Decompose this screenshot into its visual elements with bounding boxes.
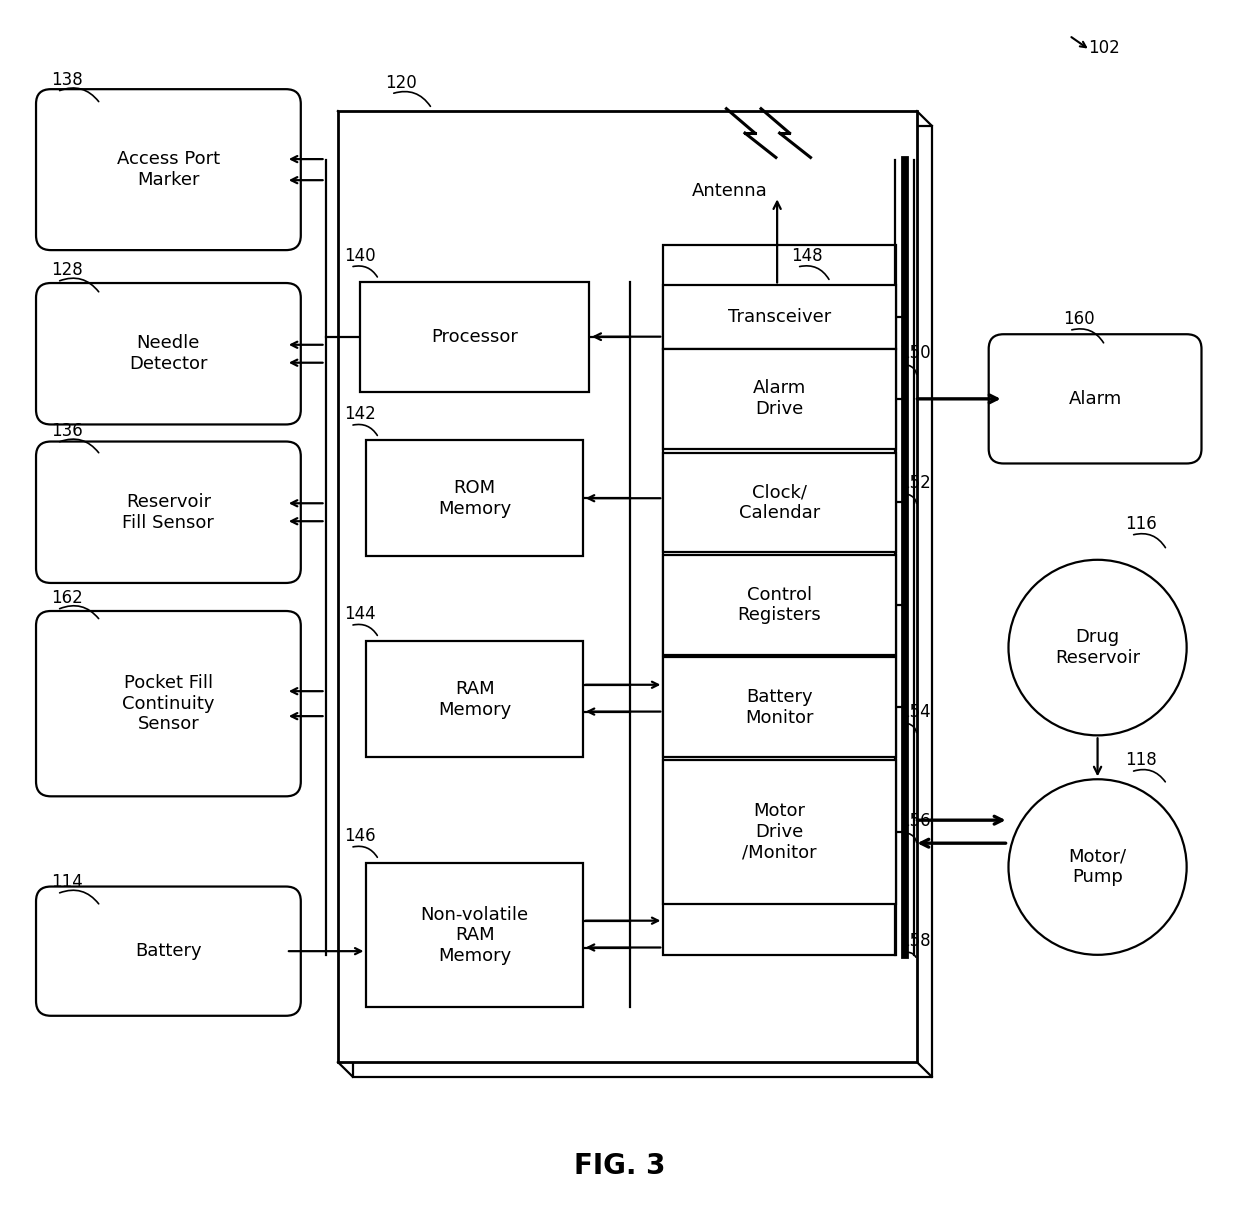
Text: Antenna: Antenna [692,182,768,200]
Text: Motor/
Pump: Motor/ Pump [1069,848,1127,886]
Text: 138: 138 [51,71,83,89]
Text: 150: 150 [899,345,931,362]
Bar [663,246,897,954]
Text: 114: 114 [51,874,83,891]
Bar [663,348,897,448]
Text: 158: 158 [899,932,931,949]
Text: 140: 140 [343,247,376,265]
Text: 156: 156 [899,813,931,831]
Text: Transceiver: Transceiver [728,308,831,326]
Circle shape [1008,780,1187,954]
Bar [663,555,897,655]
Bar [366,642,583,758]
Bar [663,760,897,903]
Text: 152: 152 [899,473,931,491]
Text: Pocket Fill
Continuity
Sensor: Pocket Fill Continuity Sensor [123,673,215,733]
Text: ROM
Memory: ROM Memory [438,479,511,518]
FancyBboxPatch shape [988,335,1202,463]
Text: 118: 118 [1125,752,1157,770]
Text: Battery: Battery [135,942,202,960]
Text: Battery
Monitor: Battery Monitor [745,688,813,727]
Text: Clock/
Calendar: Clock/ Calendar [739,483,820,522]
Bar [366,864,583,1007]
Text: Non-volatile
RAM
Memory: Non-volatile RAM Memory [420,906,528,965]
Text: Motor
Drive
/Monitor: Motor Drive /Monitor [743,802,817,862]
Text: 160: 160 [1063,310,1095,329]
Text: RAM
Memory: RAM Memory [438,679,511,719]
Text: 146: 146 [343,827,376,846]
Text: Needle
Detector: Needle Detector [129,335,207,373]
Text: 128: 128 [51,262,83,280]
Text: Processor: Processor [432,327,518,346]
Text: Control
Registers: Control Registers [738,585,821,624]
Text: 120: 120 [384,73,417,92]
Text: 154: 154 [899,703,931,721]
Bar [663,286,897,348]
Text: 162: 162 [51,589,83,607]
Bar [663,657,897,758]
FancyBboxPatch shape [36,89,301,251]
Text: 142: 142 [343,406,376,423]
Bar [360,282,589,391]
Text: 116: 116 [1125,514,1157,533]
Text: 136: 136 [51,423,83,440]
Text: Access Port
Marker: Access Port Marker [117,150,219,189]
Text: Drug
Reservoir: Drug Reservoir [1055,628,1140,667]
Text: 144: 144 [343,605,376,623]
FancyBboxPatch shape [36,441,301,583]
Bar [663,452,897,552]
Text: Alarm
Drive: Alarm Drive [753,380,806,418]
Text: FIG. 3: FIG. 3 [574,1152,666,1179]
Text: 148: 148 [791,247,822,265]
FancyBboxPatch shape [36,886,301,1015]
Bar [352,126,931,1077]
Circle shape [1008,560,1187,736]
Text: 102: 102 [1087,39,1120,56]
Bar [339,111,916,1062]
Text: Alarm: Alarm [1069,390,1122,408]
Text: Reservoir
Fill Sensor: Reservoir Fill Sensor [123,492,215,532]
Bar [366,440,583,556]
FancyBboxPatch shape [36,284,301,424]
FancyBboxPatch shape [36,611,301,797]
